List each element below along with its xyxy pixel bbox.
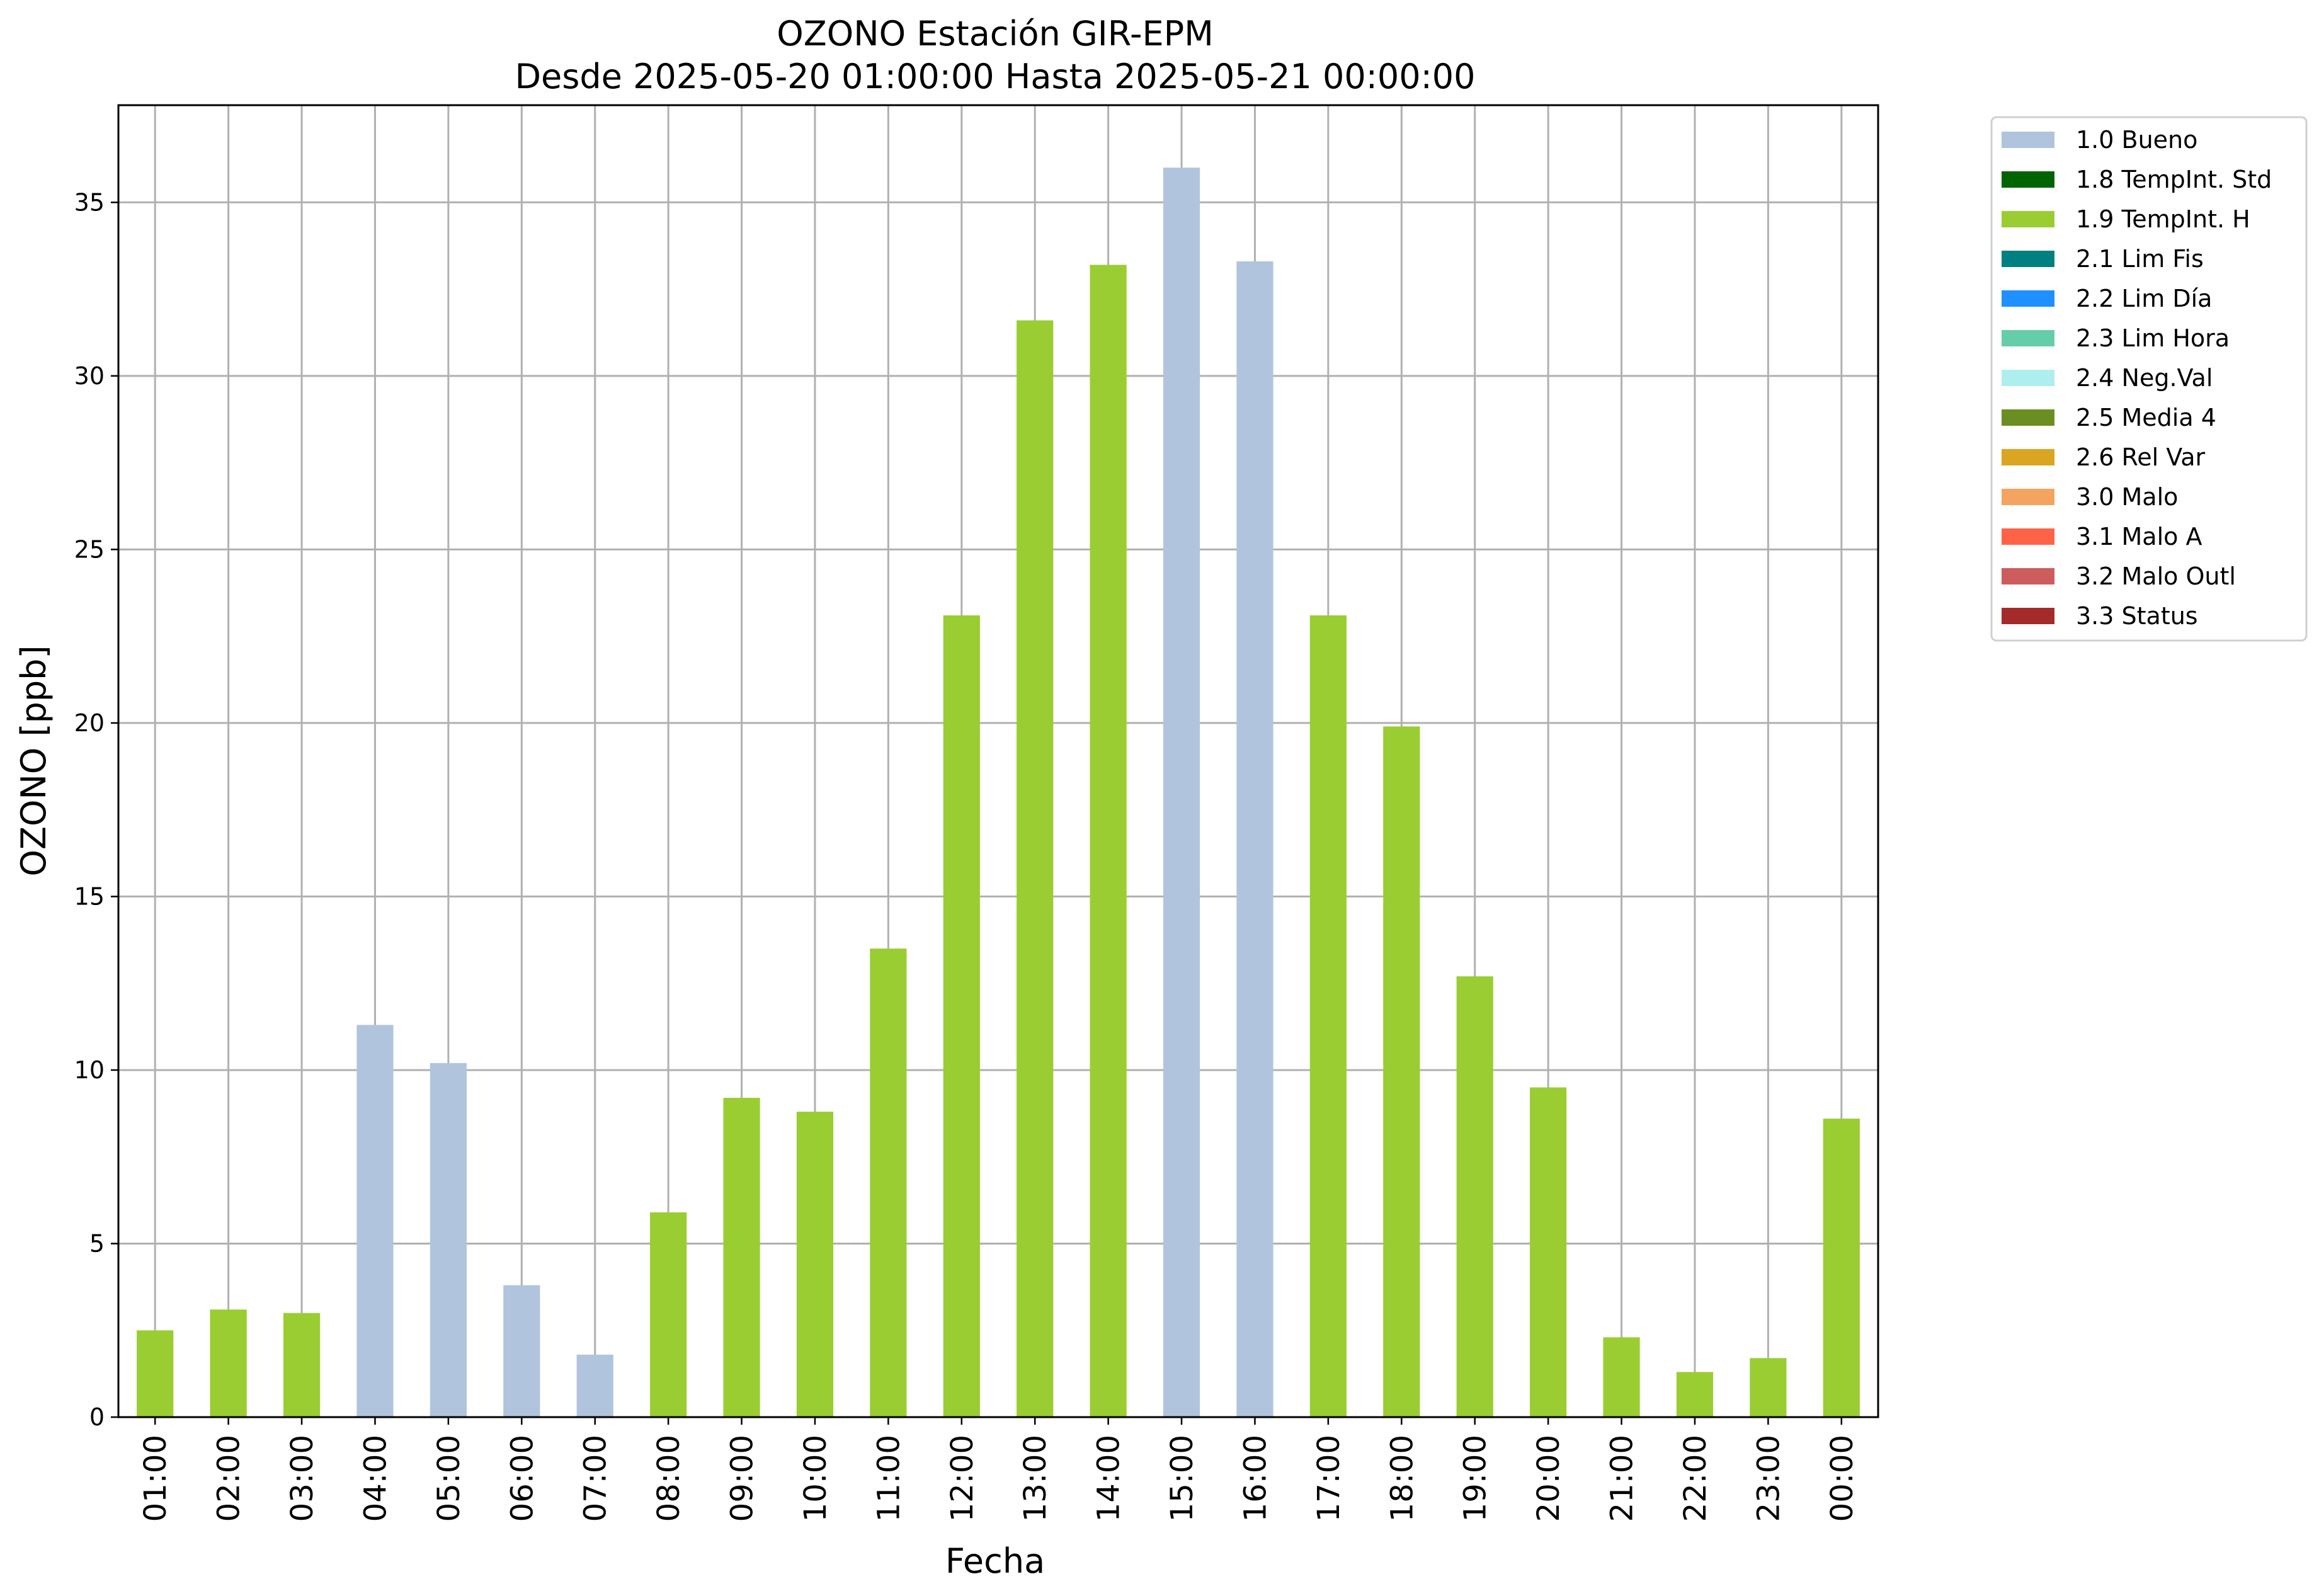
bar bbox=[283, 1313, 321, 1417]
legend-label: 3.3 Status bbox=[2076, 602, 2198, 630]
bar bbox=[137, 1330, 174, 1417]
y-tick-label: 5 bbox=[89, 1229, 105, 1257]
y-tick-label: 15 bbox=[74, 882, 105, 910]
chart-subtitle: Desde 2025-05-20 01:00:00 Hasta 2025-05-… bbox=[515, 57, 1475, 96]
legend-swatch bbox=[2002, 528, 2054, 545]
legend-swatch bbox=[2002, 370, 2054, 386]
chart-title: OZONO Estación GIR-EPM bbox=[777, 14, 1214, 54]
plot-frame bbox=[117, 104, 1879, 1418]
legend-swatch bbox=[2002, 211, 2054, 227]
legend-label: 3.1 Malo A bbox=[2076, 523, 2202, 550]
x-tick-label: 00:00 bbox=[1825, 1435, 1860, 1522]
legend-swatch bbox=[2002, 489, 2054, 505]
x-tick-label: 12:00 bbox=[945, 1435, 980, 1522]
legend-swatch bbox=[2002, 171, 2054, 188]
bars bbox=[137, 168, 1860, 1418]
legend-swatch bbox=[2002, 568, 2054, 584]
bar bbox=[1456, 976, 1493, 1417]
x-tick-label: 18:00 bbox=[1384, 1435, 1420, 1522]
legend-label: 2.6 Rel Var bbox=[2076, 443, 2206, 471]
bar bbox=[1090, 265, 1127, 1417]
x-tick-label: 10:00 bbox=[798, 1435, 833, 1522]
legend-label: 3.0 Malo bbox=[2076, 483, 2178, 511]
bar bbox=[1017, 320, 1054, 1417]
legend-label: 1.0 Bueno bbox=[2076, 126, 2197, 154]
y-axis-ticks: 0 5 10 15 20 25 30 35 bbox=[74, 188, 118, 1431]
x-tick-label: 07:00 bbox=[578, 1435, 613, 1522]
bar bbox=[1676, 1372, 1714, 1417]
bar bbox=[870, 949, 907, 1417]
bar bbox=[1383, 726, 1420, 1417]
x-tick-label: 22:00 bbox=[1678, 1435, 1713, 1522]
legend-label: 2.4 Neg.Val bbox=[2076, 364, 2213, 392]
bar bbox=[943, 615, 980, 1417]
bar bbox=[1750, 1358, 1787, 1417]
legend-label: 2.2 Lim Día bbox=[2076, 285, 2212, 312]
bar bbox=[576, 1354, 613, 1417]
legend-swatch bbox=[2002, 290, 2054, 307]
x-tick-label: 17:00 bbox=[1311, 1435, 1347, 1522]
y-tick-label: 0 bbox=[89, 1403, 105, 1431]
x-tick-label: 23:00 bbox=[1751, 1435, 1786, 1522]
bar bbox=[796, 1112, 834, 1417]
x-tick-label: 01:00 bbox=[138, 1435, 173, 1522]
bar bbox=[1603, 1337, 1640, 1417]
x-tick-label: 02:00 bbox=[212, 1435, 247, 1522]
y-tick-label: 25 bbox=[74, 535, 105, 563]
bar bbox=[356, 1025, 394, 1417]
x-tick-label: 09:00 bbox=[725, 1435, 760, 1522]
x-tick-label: 15:00 bbox=[1165, 1435, 1200, 1522]
y-axis-label: OZONO [ppb] bbox=[14, 645, 54, 876]
x-tick-label: 20:00 bbox=[1531, 1435, 1566, 1522]
bar bbox=[723, 1098, 760, 1417]
legend-label: 2.3 Lim Hora bbox=[2076, 324, 2230, 352]
legend-label: 2.5 Media 4 bbox=[2076, 404, 2216, 431]
bar bbox=[1163, 168, 1200, 1418]
y-tick-label: 20 bbox=[74, 709, 105, 737]
legend: 1.0 Bueno 1.8 TempInt. Std 1.9 TempInt. H 2… bbox=[1990, 116, 2308, 642]
legend-swatch bbox=[2002, 608, 2054, 624]
legend-swatch bbox=[2002, 409, 2054, 426]
legend-label: 2.1 Lim Fis bbox=[2076, 245, 2204, 273]
bar bbox=[430, 1063, 467, 1417]
legend-box bbox=[1990, 116, 2308, 642]
legend-label: 3.2 Malo Outl bbox=[2076, 562, 2236, 590]
legend-swatch bbox=[2002, 251, 2054, 267]
x-tick-label: 06:00 bbox=[504, 1435, 540, 1522]
x-tick-label: 05:00 bbox=[431, 1435, 467, 1522]
x-tick-label: 21:00 bbox=[1605, 1435, 1640, 1522]
x-tick-label: 08:00 bbox=[651, 1435, 687, 1522]
legend-swatch bbox=[2002, 330, 2054, 346]
legend-swatch bbox=[2002, 132, 2054, 148]
legend-swatch bbox=[2002, 449, 2054, 465]
x-axis-ticks: 01:00 02:00 03:00 04:00 05:00 06:00 07:00 08:00… bbox=[138, 1417, 1860, 1522]
bar bbox=[650, 1212, 687, 1417]
x-tick-label: 11:00 bbox=[871, 1435, 906, 1522]
bar bbox=[210, 1309, 247, 1417]
x-tick-label: 14:00 bbox=[1091, 1435, 1127, 1522]
x-tick-label: 04:00 bbox=[358, 1435, 393, 1522]
bar bbox=[1236, 261, 1273, 1417]
legend-label: 1.8 TempInt. Std bbox=[2076, 166, 2272, 193]
x-axis-label: Fecha bbox=[945, 1541, 1045, 1581]
bar bbox=[1530, 1087, 1567, 1417]
y-tick-label: 35 bbox=[74, 188, 105, 216]
x-tick-label: 13:00 bbox=[1018, 1435, 1053, 1522]
y-tick-label: 30 bbox=[74, 362, 105, 390]
y-tick-label: 10 bbox=[74, 1056, 105, 1084]
bar bbox=[1823, 1119, 1860, 1417]
bar bbox=[503, 1285, 540, 1417]
x-tick-label: 19:00 bbox=[1458, 1435, 1493, 1522]
x-tick-label: 03:00 bbox=[285, 1435, 320, 1522]
bar bbox=[1309, 615, 1347, 1417]
legend-label: 1.9 TempInt. H bbox=[2076, 205, 2250, 233]
x-tick-label: 16:00 bbox=[1238, 1435, 1273, 1522]
